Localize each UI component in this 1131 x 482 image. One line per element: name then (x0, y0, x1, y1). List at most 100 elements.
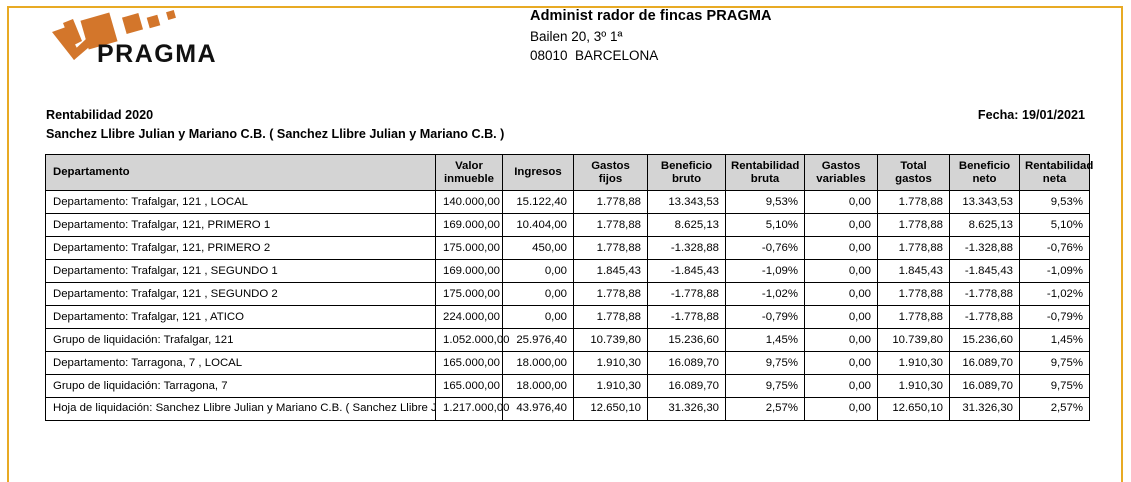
cell-beneficio-bruto: -1.845,43 (647, 259, 726, 283)
cell-ingresos: 450,00 (502, 236, 574, 260)
organization-name: Administ rador de fincas PRAGMA (530, 8, 772, 24)
cell-valor-inmueble: 1.217.000,00 (435, 397, 510, 421)
column-header-label: Total gastos (895, 159, 932, 185)
column-header-label: Ingresos (514, 166, 562, 179)
cell-gastos-variables: 0,00 (804, 351, 878, 375)
cell-departamento: Departamento: Trafalgar, 121, PRIMERO 2 (45, 236, 436, 260)
cell-ingresos: 10.404,00 (502, 213, 574, 237)
cell-gastos-fijos: 12.650,10 (573, 397, 648, 421)
page-content: PRAGMA Administ rador de fincas PRAGMA B… (44, 8, 1094, 421)
cell-ingresos: 43.976,40 (502, 397, 574, 421)
column-header-beneficio-bruto: Beneficio bruto (647, 154, 726, 191)
cell-rentabilidad-bruta: -1,02% (725, 282, 805, 306)
cell-beneficio-neto: 8.625,13 (949, 213, 1020, 237)
cell-beneficio-neto: -1.328,88 (949, 236, 1020, 260)
cell-total-gastos: 1.910,30 (877, 374, 950, 398)
cell-rentabilidad-neta: 5,10% (1019, 213, 1090, 237)
column-header-rentabilidad-neta: Rentabilidad neta (1019, 154, 1094, 191)
cell-departamento: Grupo de liquidación: Trafalgar, 121 (45, 328, 436, 352)
column-header-label: Gastos fijos (591, 159, 630, 185)
organization-city: 08010 BARCELONA (530, 47, 659, 63)
cell-gastos-fijos: 1.845,43 (573, 259, 648, 283)
table-row[interactable]: Hoja de liquidación: Sanchez Llibre Juli… (45, 397, 1090, 421)
cell-rentabilidad-neta: -1,09% (1019, 259, 1090, 283)
cell-ingresos: 25.976,40 (502, 328, 574, 352)
column-header-label-line2: bruta (750, 172, 780, 185)
column-header-label-line1: Rentabilidad (731, 159, 800, 172)
column-header-rentabilidad-bruta: Rentabilidad bruta (725, 154, 805, 191)
column-header-gastos-fijos: Gastos fijos (573, 154, 648, 191)
table-row[interactable]: Departamento: Trafalgar, 121 , SEGUNDO 1… (45, 259, 1090, 283)
cell-rentabilidad-neta: -0,79% (1019, 305, 1090, 329)
cell-beneficio-bruto: 13.343,53 (647, 190, 726, 214)
column-header-gastos-variables: Gastos variables (804, 154, 878, 191)
cell-departamento: Departamento: Trafalgar, 121 , SEGUNDO 2 (45, 282, 436, 306)
cell-rentabilidad-bruta: -1,09% (725, 259, 805, 283)
cell-beneficio-neto: -1.778,88 (949, 305, 1020, 329)
table-row[interactable]: Departamento: Trafalgar, 121 , SEGUNDO 2… (45, 282, 1090, 306)
cell-beneficio-neto: 15.236,60 (949, 328, 1020, 352)
cell-rentabilidad-bruta: 2,57% (725, 397, 805, 421)
cell-gastos-fijos: 1.910,30 (573, 374, 648, 398)
cell-gastos-fijos: 1.778,88 (573, 236, 648, 260)
cell-valor-inmueble: 224.000,00 (435, 305, 503, 329)
cell-total-gastos: 1.778,88 (877, 190, 950, 214)
cell-beneficio-bruto: 8.625,13 (647, 213, 726, 237)
column-header-total-gastos: Total gastos (877, 154, 950, 191)
report-title: Rentabilidad 2020 (46, 108, 154, 122)
cell-beneficio-bruto: -1.778,88 (647, 305, 726, 329)
cell-total-gastos: 1.778,88 (877, 236, 950, 260)
table-row[interactable]: Departamento: Trafalgar, 121, PRIMERO 2 1… (45, 236, 1090, 260)
cell-beneficio-neto: 31.326,30 (949, 397, 1020, 421)
cell-departamento: Departamento: Trafalgar, 121 , LOCAL (45, 190, 436, 214)
cell-ingresos: 0,00 (502, 282, 574, 306)
cell-rentabilidad-bruta: -0,76% (725, 236, 805, 260)
cell-departamento: Departamento: Tarragona, 7 , LOCAL (45, 351, 436, 375)
cell-beneficio-neto: 16.089,70 (949, 351, 1020, 375)
cell-total-gastos: 1.778,88 (877, 213, 950, 237)
cell-gastos-fijos: 1.778,88 (573, 213, 648, 237)
cell-rentabilidad-bruta: 5,10% (725, 213, 805, 237)
cell-rentabilidad-bruta: 1,45% (725, 328, 805, 352)
cell-rentabilidad-bruta: 9,53% (725, 190, 805, 214)
cell-gastos-variables: 0,00 (804, 213, 878, 237)
cell-gastos-fijos: 10.739,80 (573, 328, 648, 352)
column-header-label: Departamento (53, 166, 130, 179)
cell-gastos-variables: 0,00 (804, 282, 878, 306)
column-header-label-line2: neta (1042, 172, 1067, 185)
cell-rentabilidad-neta: -0,76% (1019, 236, 1090, 260)
column-header-label-line2: inmueble (443, 172, 494, 185)
cell-rentabilidad-neta: 2,57% (1019, 397, 1090, 421)
cell-gastos-fijos: 1.778,88 (573, 190, 648, 214)
table-header-row: Departamento Valor inmueble Ingresos Gas… (45, 154, 1094, 191)
cell-gastos-variables: 0,00 (804, 190, 878, 214)
cell-departamento: Departamento: Trafalgar, 121 , SEGUNDO 1 (45, 259, 436, 283)
report-title-row: Rentabilidad 2020 Sanchez Llibre Julian … (44, 108, 1087, 154)
table-row[interactable]: Grupo de liquidación: Trafalgar, 121 1.05… (45, 328, 1090, 352)
column-header-label-line2: variables (816, 172, 866, 185)
table-row[interactable]: Departamento: Trafalgar, 121 , ATICO 224.… (45, 305, 1090, 329)
cell-beneficio-neto: -1.778,88 (949, 282, 1020, 306)
cell-ingresos: 0,00 (502, 259, 574, 283)
cell-rentabilidad-neta: 9,53% (1019, 190, 1090, 214)
cell-gastos-fijos: 1.778,88 (573, 305, 648, 329)
column-header-label-line1: Rentabilidad (1025, 159, 1094, 172)
table-row[interactable]: Departamento: Tarragona, 7 , LOCAL 165.00… (45, 351, 1090, 375)
table-row[interactable]: Departamento: Trafalgar, 121 , LOCAL 140.… (45, 190, 1090, 214)
cell-beneficio-bruto: -1.328,88 (647, 236, 726, 260)
report-subject: Sanchez Llibre Julian y Mariano C.B. ( S… (46, 127, 505, 141)
cell-valor-inmueble: 1.052.000,00 (435, 328, 510, 352)
table-row[interactable]: Grupo de liquidación: Tarragona, 7 165.00… (45, 374, 1090, 398)
table-body: Departamento: Trafalgar, 121 , LOCAL 140.… (45, 190, 1090, 421)
cell-gastos-variables: 0,00 (804, 236, 878, 260)
cell-valor-inmueble: 175.000,00 (435, 282, 503, 306)
cell-beneficio-neto: -1.845,43 (949, 259, 1020, 283)
cell-gastos-variables: 0,00 (804, 374, 878, 398)
cell-valor-inmueble: 169.000,00 (435, 213, 503, 237)
cell-rentabilidad-neta: 9,75% (1019, 351, 1090, 375)
cell-beneficio-bruto: 16.089,70 (647, 374, 726, 398)
cell-beneficio-neto: 13.343,53 (949, 190, 1020, 214)
cell-gastos-variables: 0,00 (804, 328, 878, 352)
